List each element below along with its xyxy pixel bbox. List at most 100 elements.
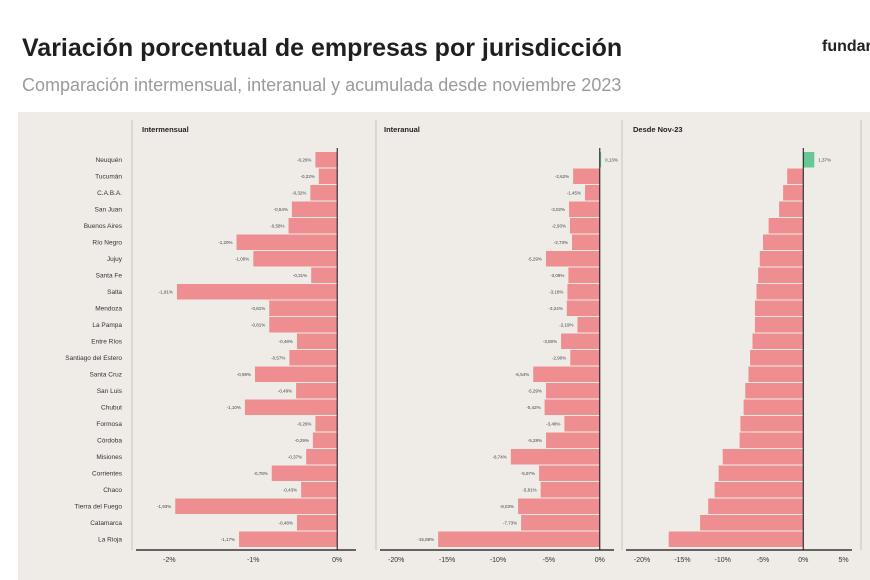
data-label: -0,29% bbox=[295, 438, 309, 443]
tick-label: -5% bbox=[543, 557, 555, 564]
tick-label: 5% bbox=[838, 557, 848, 564]
bar bbox=[573, 168, 600, 184]
bar bbox=[510, 449, 600, 465]
category-label: Río Negro bbox=[92, 240, 122, 247]
bar bbox=[722, 449, 804, 465]
bar bbox=[544, 399, 600, 415]
bar bbox=[315, 416, 338, 432]
bar bbox=[708, 498, 804, 514]
bar bbox=[762, 234, 804, 250]
category-label: Corrientes bbox=[92, 471, 123, 478]
bar bbox=[254, 366, 338, 382]
bar bbox=[545, 251, 600, 267]
data-label: -5,29% bbox=[528, 388, 542, 393]
bar bbox=[758, 267, 804, 283]
data-label: -2,62% bbox=[555, 174, 569, 179]
bar bbox=[700, 515, 804, 531]
bar bbox=[754, 300, 804, 316]
tick-label: -2% bbox=[163, 557, 175, 564]
data-label: -0,48% bbox=[279, 339, 293, 344]
bar bbox=[533, 366, 600, 382]
tick-label: -15% bbox=[439, 557, 455, 564]
data-label: -6,54% bbox=[515, 372, 529, 377]
bar bbox=[564, 416, 600, 432]
data-label: -2,73% bbox=[554, 240, 568, 245]
data-label: -0,54% bbox=[274, 207, 288, 212]
tick-label: -1% bbox=[247, 557, 259, 564]
category-label: Buenos Aires bbox=[84, 223, 123, 230]
bar bbox=[569, 201, 600, 217]
category-label: Tucumán bbox=[95, 174, 122, 181]
category-label: Mendoza bbox=[95, 306, 122, 313]
bar bbox=[239, 531, 338, 547]
category-label: Santiago del Estero bbox=[65, 355, 122, 362]
data-label: -0,48% bbox=[279, 520, 293, 525]
bar bbox=[787, 168, 804, 184]
bar bbox=[566, 300, 600, 316]
data-label: -0,58% bbox=[270, 223, 284, 228]
data-label: -1,91% bbox=[159, 289, 173, 294]
bar bbox=[175, 498, 338, 514]
data-label: -3,80% bbox=[543, 339, 557, 344]
bar bbox=[271, 465, 338, 481]
bar bbox=[306, 449, 338, 465]
bar bbox=[438, 531, 600, 547]
bar bbox=[748, 366, 804, 382]
bar bbox=[296, 383, 338, 399]
chart-title: Variación porcentual de empresas por jur… bbox=[22, 34, 623, 62]
data-label: -2,90% bbox=[552, 355, 566, 360]
category-label: Córdoba bbox=[97, 438, 122, 445]
bar-charts-svg: Neuquén Tucumán C.A.B.A. San Juan Buenos Air… bbox=[65, 120, 862, 564]
tick-label: -20% bbox=[634, 557, 650, 564]
data-label: -8,74% bbox=[493, 454, 507, 459]
bar bbox=[752, 333, 804, 349]
bar bbox=[296, 333, 338, 349]
bar bbox=[318, 168, 338, 184]
data-label: -3,08% bbox=[550, 273, 564, 278]
data-label: -3,18% bbox=[549, 289, 563, 294]
tick-label: -10% bbox=[490, 557, 506, 564]
data-label: -1,17% bbox=[221, 537, 235, 542]
data-label: -2,93% bbox=[552, 223, 566, 228]
bar bbox=[269, 300, 338, 316]
bar bbox=[568, 267, 600, 283]
bar bbox=[718, 465, 804, 481]
data-label: -0,22% bbox=[300, 174, 314, 179]
category-label: Catamarca bbox=[90, 520, 122, 527]
bar bbox=[714, 482, 804, 498]
data-label: -0,57% bbox=[271, 355, 285, 360]
bar bbox=[288, 218, 338, 234]
bar bbox=[545, 383, 600, 399]
category-label: Salta bbox=[107, 289, 122, 296]
bar bbox=[754, 317, 804, 333]
data-label: -7,73% bbox=[503, 520, 517, 525]
data-label: -3,02% bbox=[551, 207, 565, 212]
data-label: -3,24% bbox=[549, 306, 563, 311]
panel-title: Interanual bbox=[384, 125, 420, 134]
data-label: -0,49% bbox=[278, 388, 292, 393]
tick-label: -5% bbox=[757, 557, 769, 564]
bar bbox=[783, 185, 804, 201]
bar bbox=[743, 399, 804, 415]
bar bbox=[315, 152, 338, 168]
data-label: -5,28% bbox=[528, 438, 542, 443]
bar bbox=[779, 201, 804, 217]
data-label: -0,78% bbox=[253, 471, 267, 476]
bar bbox=[571, 234, 600, 250]
data-label: -0,81% bbox=[251, 306, 265, 311]
panel-title: Intermensual bbox=[142, 125, 189, 134]
category-label: San Luis bbox=[97, 388, 123, 395]
bar bbox=[269, 317, 338, 333]
tick-label: -20% bbox=[388, 557, 404, 564]
data-label: 0,13% bbox=[605, 157, 618, 162]
tick-label: -10% bbox=[715, 557, 731, 564]
bar bbox=[561, 333, 600, 349]
bar bbox=[539, 465, 600, 481]
tick-label: -15% bbox=[674, 557, 690, 564]
bar bbox=[577, 317, 600, 333]
bar bbox=[759, 251, 804, 267]
category-label: Santa Fe bbox=[96, 273, 123, 280]
bar bbox=[310, 185, 338, 201]
bar bbox=[244, 399, 338, 415]
tick-label: 0% bbox=[595, 557, 605, 564]
